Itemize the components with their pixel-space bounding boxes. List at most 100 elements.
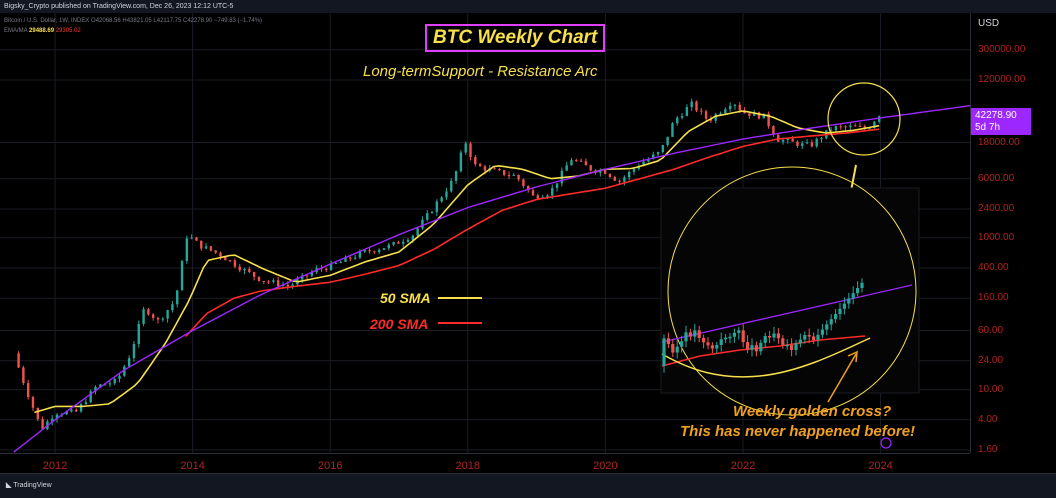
chart-pane[interactable] [0, 13, 970, 453]
candle-body [31, 397, 35, 408]
candle-body [416, 228, 419, 236]
candle-body [368, 250, 371, 252]
candle-body [680, 115, 684, 118]
candle-body [426, 213, 429, 220]
candle-body [849, 125, 852, 127]
y-tick-label: 60.00 [978, 324, 1004, 336]
candle-body [700, 110, 703, 112]
candle-body [17, 353, 20, 368]
candle-body [512, 174, 515, 176]
candle-body [493, 168, 496, 170]
candle-body [762, 113, 766, 119]
inset-candle-body [750, 345, 754, 350]
inset-circle [667, 166, 917, 416]
candle-body [276, 280, 280, 287]
x-tick-label: 2024 [868, 460, 893, 472]
y-tick-label: 4.00 [978, 413, 998, 425]
x-tick-label: 2012 [42, 460, 68, 472]
candle-body [200, 240, 203, 249]
candle-body [834, 126, 838, 131]
candle-body [589, 165, 592, 171]
candle-body [478, 164, 482, 167]
indicator-legend: EMA/MA 29488.69 29305.02 [4, 28, 81, 34]
publish-info-bar: Bigsky_Crypto published on TradingView.c… [0, 0, 1056, 13]
candle-body [75, 409, 78, 412]
candle-body [469, 143, 472, 158]
price-axis[interactable] [970, 13, 1056, 453]
currency-button[interactable]: USD [978, 18, 1000, 29]
candle-body [805, 142, 809, 144]
candle-body [536, 195, 540, 199]
candle-body [137, 323, 140, 344]
sma50-line [34, 110, 880, 414]
candle-body [767, 113, 770, 127]
candle-body [627, 171, 631, 178]
candle-body [267, 281, 270, 283]
candle-body [41, 419, 44, 430]
candle-body [286, 284, 290, 287]
candle-body [272, 280, 275, 282]
inset-candle-body [820, 329, 824, 335]
last-price: 42278.90 [975, 110, 1017, 121]
highlight-circle [827, 82, 901, 156]
candle-body [531, 190, 535, 196]
candle-body [781, 139, 785, 142]
inset-candle-body [776, 333, 780, 339]
candle-body [161, 318, 165, 320]
candle-body [810, 142, 814, 147]
candle-body [445, 191, 448, 198]
inset-candle-body [807, 335, 811, 337]
sma50-label: 50 SMA [380, 290, 431, 306]
candle-body [844, 126, 847, 128]
candle-body [377, 249, 381, 253]
candle-body [430, 211, 434, 214]
candle-body [22, 367, 25, 384]
inset-candle-body [803, 335, 807, 340]
inset-candle-body [785, 344, 789, 347]
price-chart[interactable] [0, 13, 970, 453]
candle-body [709, 118, 713, 121]
candle-body [647, 158, 650, 162]
zoom-inset [660, 166, 920, 416]
inset-candle-body [768, 336, 772, 338]
tradingview-logo[interactable]: ◣ TradingView [6, 481, 52, 489]
inset-candle-body [829, 319, 833, 325]
inset-candle-body [675, 346, 679, 353]
inset-candle-body [693, 330, 697, 337]
candle-body [671, 123, 674, 137]
candle-body [339, 261, 342, 263]
overlays [438, 82, 920, 449]
candle-body [79, 404, 83, 412]
candle-body [132, 343, 136, 359]
inset-candle-body [754, 345, 758, 352]
y-tick-label: 120000.00 [978, 74, 1026, 85]
candle-body [70, 409, 73, 412]
candle-body [733, 104, 737, 106]
candle-body [373, 251, 376, 253]
candle-body [94, 386, 97, 392]
candle-body [738, 104, 741, 111]
candle-body [786, 138, 790, 140]
candle-body [502, 170, 506, 175]
inset-frame [660, 187, 920, 394]
inset-candle-body [798, 339, 802, 344]
candle-body [796, 141, 799, 146]
indicator-lines [13, 105, 970, 453]
x-tick-label: 2022 [730, 460, 756, 472]
candle-body [185, 238, 189, 261]
last-price-tag: 42278.90 5d 7h [971, 108, 1031, 135]
time-axis[interactable]: 2012 2014 2016 2018 2020 2022 2024 [0, 453, 970, 474]
candle-body [748, 113, 751, 116]
candle-body [257, 276, 261, 282]
candle-body [877, 116, 881, 122]
candle-body [214, 250, 217, 253]
candle-body [450, 180, 453, 192]
candle-body [89, 391, 92, 403]
candle-body [632, 168, 636, 172]
candle-body [551, 188, 554, 196]
candle-body [623, 177, 626, 182]
candle-body [421, 219, 424, 229]
candle-body [252, 272, 256, 277]
candle-body [724, 109, 727, 114]
candle-body [406, 239, 410, 242]
